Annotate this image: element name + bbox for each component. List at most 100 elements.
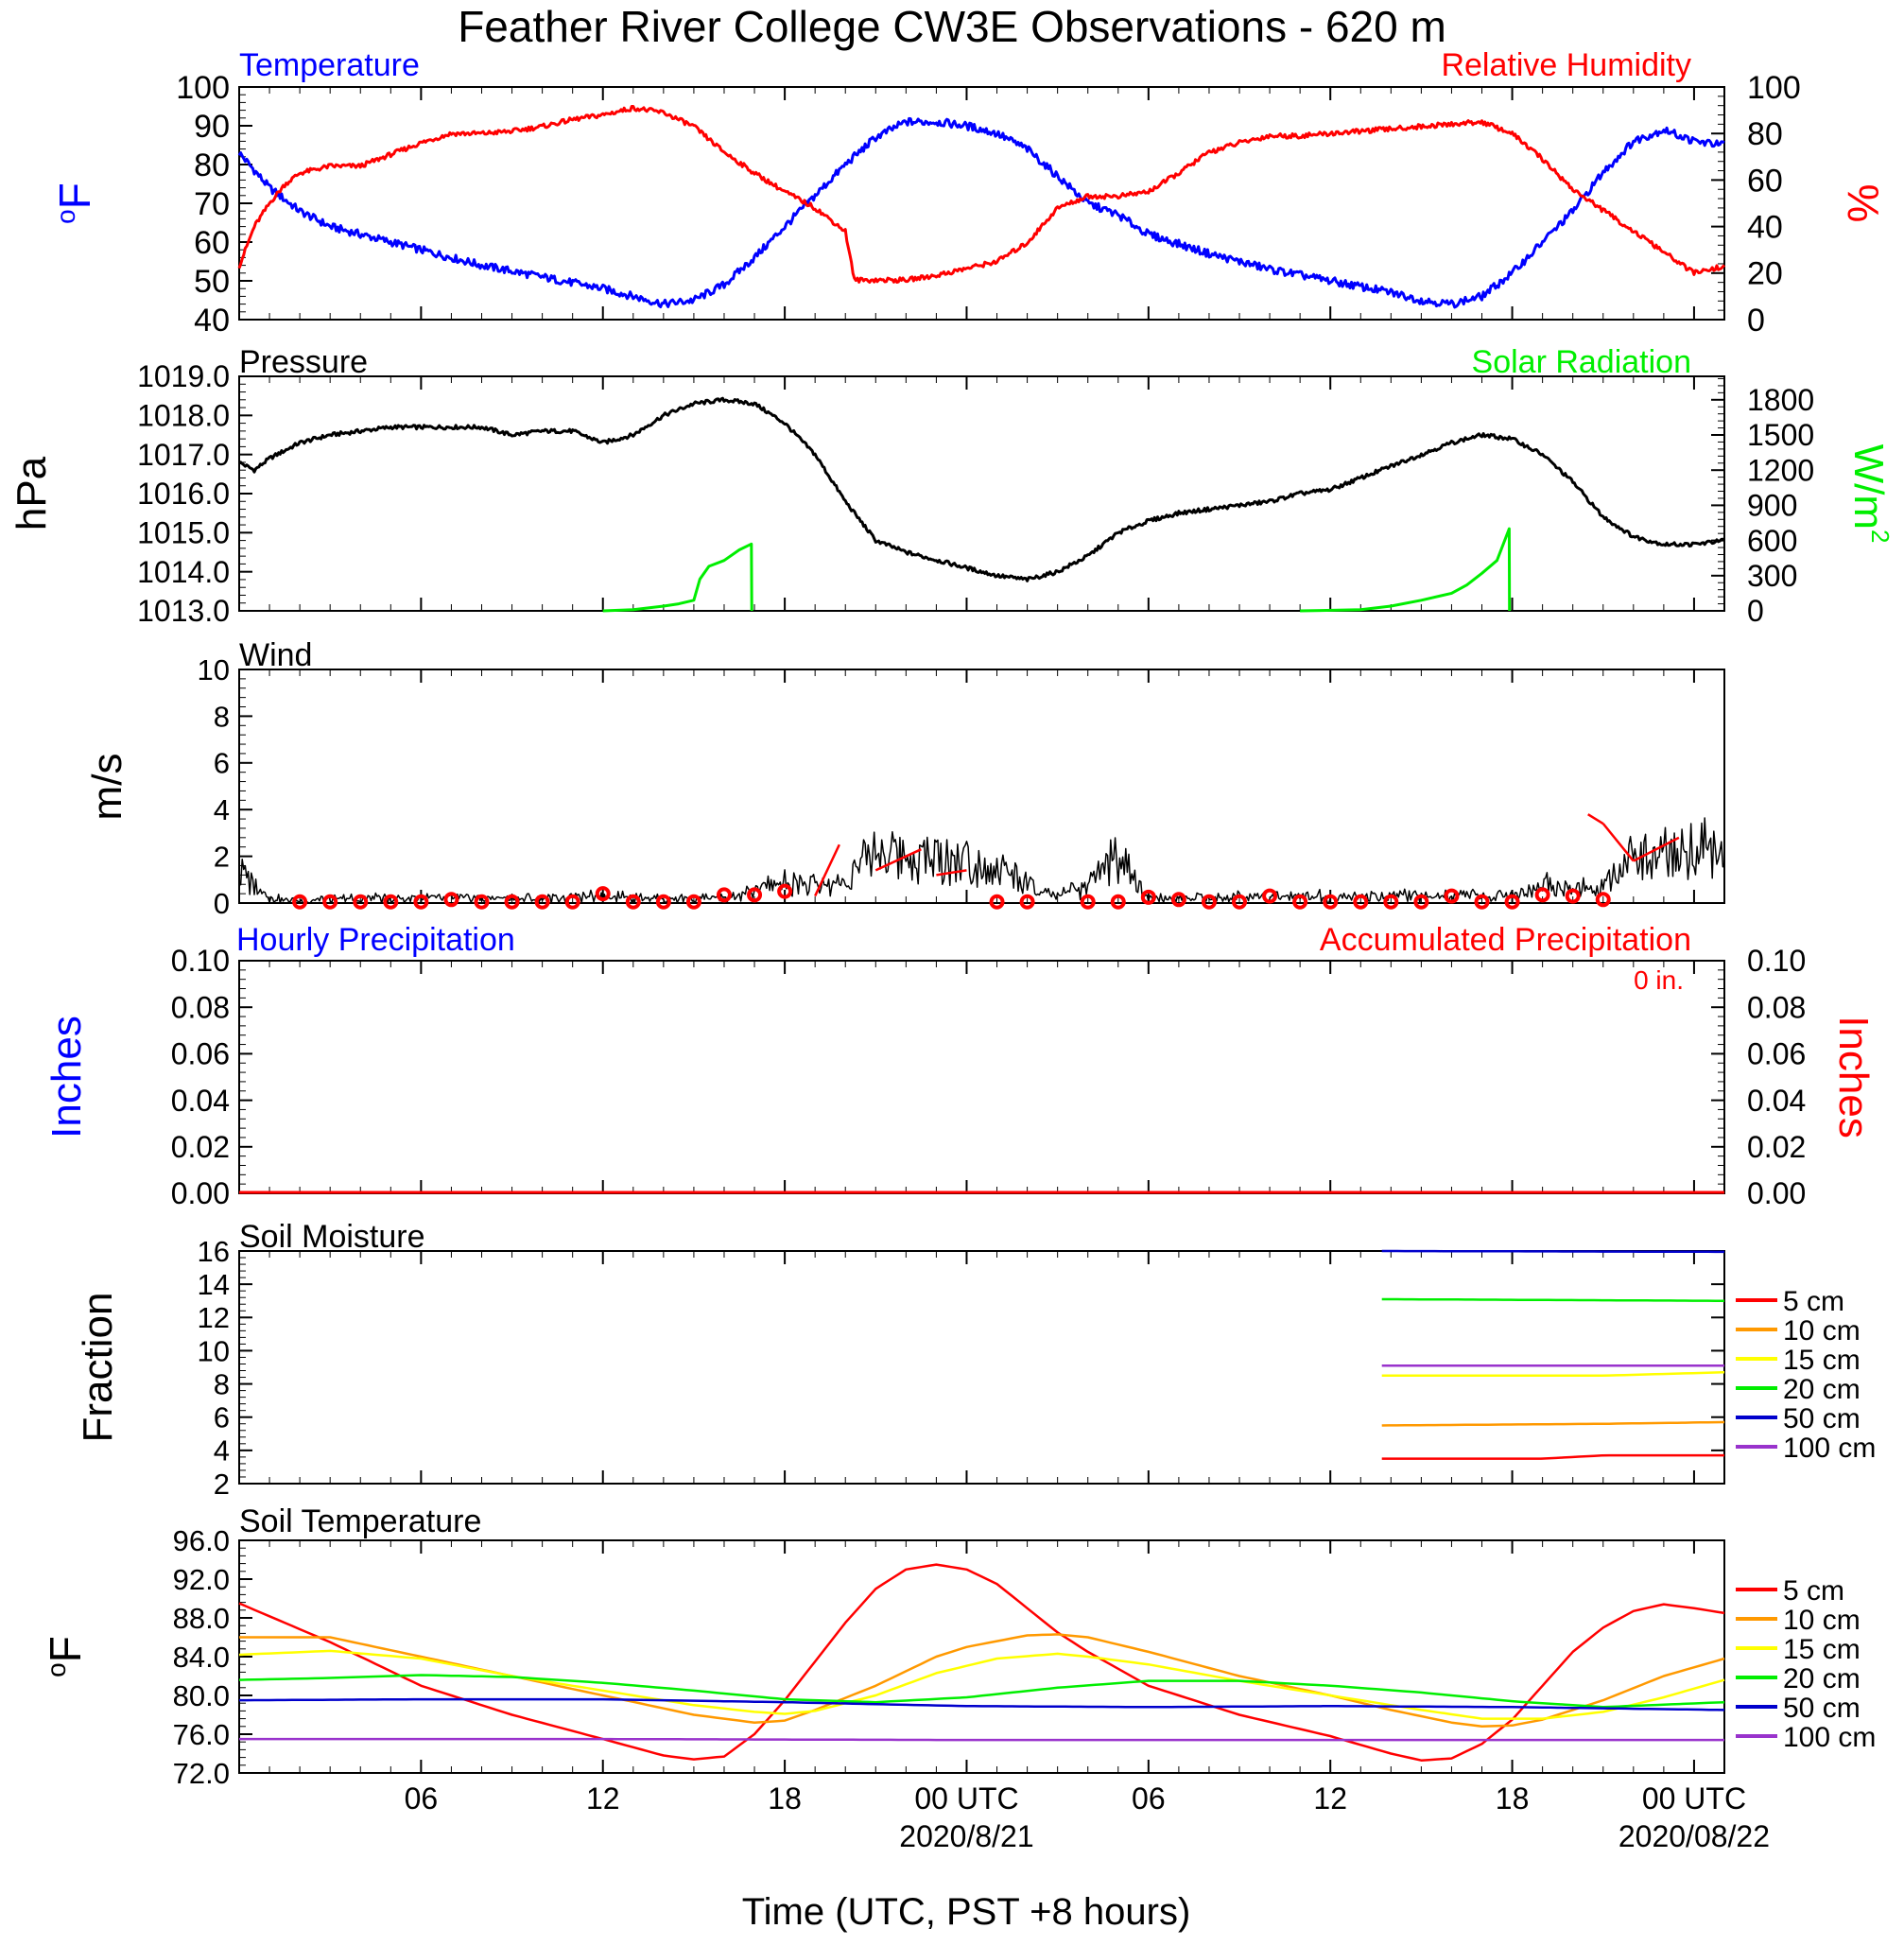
unit-superscript: o bbox=[51, 209, 80, 224]
unit-main: F bbox=[50, 182, 99, 209]
legend-label: 100 cm bbox=[1783, 1722, 1876, 1753]
y-tick-label: 96.0 bbox=[173, 1524, 230, 1557]
series-line bbox=[602, 542, 753, 613]
gust-marker bbox=[1292, 894, 1308, 910]
y-tick-label: 0.10 bbox=[171, 944, 230, 978]
wind-segment bbox=[1601, 823, 1635, 862]
panel-left-title: Pressure bbox=[239, 344, 368, 380]
left-axis-unit: hPa bbox=[9, 456, 55, 530]
series-line bbox=[1381, 1420, 1724, 1427]
y-tick-label: 80 bbox=[194, 148, 230, 183]
series-line bbox=[1381, 1371, 1724, 1378]
y-tick-label: 0.08 bbox=[1747, 990, 1806, 1024]
y-tick-label: 72.0 bbox=[173, 1757, 230, 1790]
gust-marker bbox=[1353, 894, 1369, 910]
y-tick-label: 6 bbox=[214, 747, 230, 780]
y-tick-label: 1200 bbox=[1747, 453, 1814, 487]
panel-right-title: Solar Radiation bbox=[1472, 344, 1691, 380]
panel-wind: Wind m/s 0 2 4 6 8 10 bbox=[84, 637, 1725, 920]
right-axis-unit: W/m2 bbox=[1845, 444, 1895, 544]
gust-marker bbox=[685, 894, 701, 910]
gust-marker bbox=[1565, 888, 1581, 904]
series-line bbox=[239, 1633, 1725, 1729]
y-tick-label: 60 bbox=[1747, 163, 1783, 199]
gust-marker bbox=[625, 894, 641, 910]
series-line bbox=[1300, 527, 1512, 613]
y-tick-label: 60 bbox=[194, 225, 230, 261]
y-tick-label: 4 bbox=[214, 1434, 230, 1468]
y-tick-label: 4 bbox=[214, 793, 230, 826]
legend-label: 50 cm bbox=[1783, 1693, 1861, 1724]
legend-label: 50 cm bbox=[1783, 1403, 1861, 1434]
y-tick-label: 92.0 bbox=[173, 1563, 230, 1596]
series-line bbox=[238, 817, 1725, 904]
gust-marker bbox=[1019, 894, 1035, 910]
gust-marker bbox=[655, 894, 671, 910]
y-tick-label: 84.0 bbox=[173, 1641, 230, 1674]
panel-left-title: Soil Temperature bbox=[239, 1503, 481, 1539]
gust-marker bbox=[322, 894, 338, 910]
y-tick-label: 300 bbox=[1747, 559, 1797, 593]
panel-left-title: Hourly Precipitation bbox=[236, 922, 515, 958]
panel-precip: Hourly Precipitation Accumulated Precipi… bbox=[43, 922, 1877, 1210]
panel-right-title: Relative Humidity bbox=[1441, 47, 1691, 83]
gust-marker bbox=[1413, 894, 1429, 910]
y-tick-label: 1017.0 bbox=[137, 438, 230, 472]
legend-label: 20 cm bbox=[1783, 1374, 1861, 1405]
y-tick-label: 0.04 bbox=[171, 1084, 230, 1118]
gust-marker bbox=[1232, 894, 1248, 910]
gust-marker bbox=[989, 894, 1005, 910]
y-tick-label: 88.0 bbox=[173, 1602, 230, 1635]
gust-marker bbox=[1140, 889, 1156, 905]
y-tick-label: 1016.0 bbox=[137, 477, 230, 511]
gust-marker bbox=[1474, 894, 1490, 910]
accumulated-total: 0 in. bbox=[1634, 965, 1684, 995]
wind-segment bbox=[814, 843, 840, 897]
wind-segment bbox=[874, 848, 922, 872]
wind-segment bbox=[1587, 813, 1604, 825]
x-tick-label: 00 UTC bbox=[1642, 1781, 1746, 1816]
y-tick-label: 0.06 bbox=[1747, 1037, 1806, 1071]
left-axis-unit: Fraction bbox=[75, 1293, 121, 1443]
y-tick-label: 40 bbox=[194, 303, 230, 339]
y-tick-label: 10 bbox=[198, 653, 230, 686]
series-line bbox=[239, 1697, 1725, 1711]
y-tick-label: 50 bbox=[194, 264, 230, 300]
panel-frame bbox=[238, 375, 1725, 612]
unit-superscript: o bbox=[42, 1662, 71, 1677]
x-tick-label: 12 bbox=[1313, 1781, 1347, 1816]
y-tick-label: 1014.0 bbox=[137, 555, 230, 589]
panel-pressure-solar: Pressure Solar Radiation hPa W/m2 1013.0… bbox=[9, 344, 1895, 628]
y-tick-label: 100 bbox=[1747, 70, 1801, 106]
right-axis-unit: Inches bbox=[1830, 1016, 1877, 1138]
panel-frame bbox=[238, 86, 1725, 321]
y-tick-label: 0.08 bbox=[171, 990, 230, 1024]
unit-main: W/m bbox=[1845, 444, 1892, 530]
gust-marker bbox=[413, 894, 429, 910]
panel-right-title: Accumulated Precipitation bbox=[1320, 922, 1691, 958]
gust-marker bbox=[1323, 894, 1339, 910]
y-tick-label: 600 bbox=[1747, 524, 1797, 558]
y-tick-label: 1019.0 bbox=[137, 359, 230, 393]
y-tick-label: 1015.0 bbox=[137, 516, 230, 550]
series-line bbox=[238, 1649, 1725, 1720]
panel-left-title: Wind bbox=[239, 637, 312, 673]
unit-superscript: 2 bbox=[1866, 530, 1895, 543]
gust-marker bbox=[564, 894, 580, 910]
y-tick-label: 0 bbox=[1747, 303, 1765, 339]
y-tick-label: 20 bbox=[1747, 256, 1783, 292]
series-line bbox=[1381, 1297, 1724, 1302]
left-axis-unit: oF bbox=[41, 1636, 90, 1677]
panel-temp-rh: Temperature Relative Humidity oF % 40506… bbox=[50, 47, 1888, 339]
y-tick-label: 6 bbox=[214, 1401, 230, 1434]
series-line bbox=[238, 1563, 1725, 1762]
y-tick-label: 0 bbox=[214, 887, 230, 920]
gust-marker bbox=[504, 894, 520, 910]
gust-marker bbox=[474, 894, 490, 910]
legend-label: 15 cm bbox=[1783, 1345, 1861, 1376]
wind-segment bbox=[1633, 836, 1680, 862]
gust-marker bbox=[383, 894, 399, 910]
y-tick-label: 90 bbox=[194, 109, 230, 145]
